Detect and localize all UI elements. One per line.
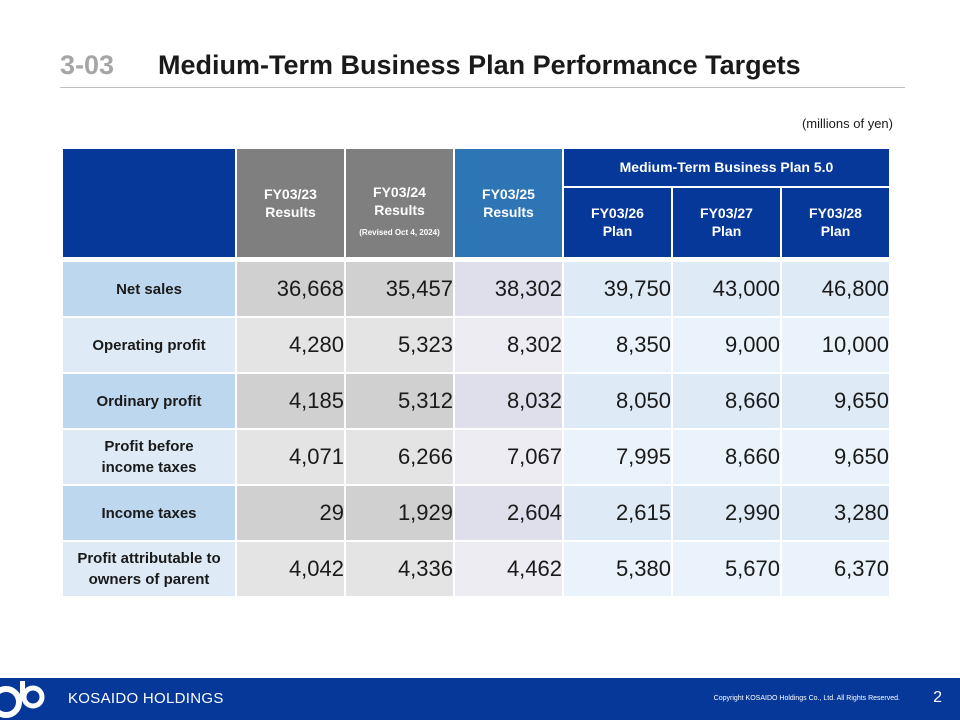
page-number: 2 [933,689,942,706]
row-label: Operating profit [63,318,235,372]
column-header-type: Plan [711,223,742,240]
table-cell: 38,302 [455,262,562,316]
column-header-year: FY03/23 [264,186,317,202]
table-cell: 8,302 [455,318,562,372]
column-header-type: Results [265,204,316,220]
column-header-type: Plan [820,223,851,240]
table-corner-cell [63,149,235,257]
table-cell: 10,000 [782,318,889,372]
table-cell: 2,615 [564,486,671,540]
row-label: Profit attributable to owners of parent [63,542,235,596]
company-name: KOSAIDO HOLDINGS [68,690,224,707]
table-cell: 4,336 [346,542,453,596]
performance-targets-table: FY03/23 Results FY03/24 Results (Revised… [61,147,891,598]
row-label-text: Income taxes [101,504,197,522]
table-cell: 4,280 [237,318,344,372]
column-header-fy0325: FY03/25 Results [455,149,562,257]
kosaido-logo-icon [0,681,45,718]
copyright-text: Copyright KOSAIDO Holdings Co., Ltd. All… [713,695,900,702]
table-cell: 8,350 [564,318,671,372]
row-label-text: owners of parent [88,571,210,588]
page-title: Medium-Term Business Plan Performance Ta… [158,50,801,80]
column-header-fy0324: FY03/24 Results (Revised Oct 4, 2024) [346,149,453,257]
column-header-year: FY03/28 [809,205,862,222]
column-header-year: FY03/27 [700,205,753,222]
table-row-operating-profit: Operating profit 4,280 5,323 8,302 8,350… [63,318,889,372]
table-cell: 9,000 [673,318,780,372]
table-cell: 36,668 [237,262,344,316]
table-cell: 4,071 [237,430,344,484]
unit-note: (millions of yen) [801,116,893,131]
footer-bar: KOSAIDO HOLDINGS Copyright KOSAIDO Holdi… [0,678,960,720]
table-cell: 6,370 [782,542,889,596]
row-label: Net sales [63,262,235,316]
table-cell: 4,185 [237,374,344,428]
table-cell: 2,604 [455,486,562,540]
table-cell: 4,042 [237,542,344,596]
row-label-text: Profit attributable to [77,550,221,567]
row-label: Income taxes [63,486,235,540]
plan-group-header: Medium-Term Business Plan 5.0 [564,149,889,186]
table-cell: 35,457 [346,262,453,316]
column-header-type: Plan [602,223,633,240]
row-label-text: Ordinary profit [96,392,202,410]
table-cell: 3,280 [782,486,889,540]
column-header-fy0328: FY03/28 Plan [782,187,889,257]
table-cell: 7,995 [564,430,671,484]
column-header-year: FY03/25 [482,186,535,202]
column-header-fy0327: FY03/27 Plan [673,187,780,257]
column-header-type: Results [374,201,425,218]
column-header-type: Results [483,204,534,220]
table-cell: 1,929 [346,486,453,540]
row-label: Ordinary profit [63,374,235,428]
table-cell: 8,032 [455,374,562,428]
table-cell: 7,067 [455,430,562,484]
row-label-text: Net sales [116,280,182,298]
table-cell: 9,650 [782,374,889,428]
table-cell: 8,660 [673,374,780,428]
table-cell: 8,050 [564,374,671,428]
revision-note: (Revised Oct 4, 2024) [359,227,440,237]
table-cell: 5,670 [673,542,780,596]
row-label-text: Profit before [104,438,194,455]
table-cell: 5,312 [346,374,453,428]
table-cell: 46,800 [782,262,889,316]
table-cell: 5,323 [346,318,453,372]
table-cell: 8,660 [673,430,780,484]
column-header-year: FY03/26 [591,205,644,222]
table-row-profit-before-income-taxes: Profit before income taxes 4,071 6,266 7… [63,430,889,484]
table-cell: 9,650 [782,430,889,484]
table-cell: 6,266 [346,430,453,484]
table-cell: 2,990 [673,486,780,540]
table-row-income-taxes: Income taxes 29 1,929 2,604 2,615 2,990 … [63,486,889,540]
row-label-text: income taxes [101,459,197,476]
column-header-fy0326: FY03/26 Plan [564,187,671,257]
section-number: 3-03 [60,50,115,80]
table-row-net-sales: Net sales 36,668 35,457 38,302 39,750 43… [63,262,889,316]
table-row-ordinary-profit: Ordinary profit 4,185 5,312 8,032 8,050 … [63,374,889,428]
row-label-text: Operating profit [92,336,206,354]
title-row: 3-03 Medium-Term Business Plan Performan… [60,48,905,88]
table-cell: 5,380 [564,542,671,596]
column-header-fy0323: FY03/23 Results [237,149,344,257]
table-cell: 4,462 [455,542,562,596]
table-cell: 39,750 [564,262,671,316]
table-row-profit-attributable: Profit attributable to owners of parent … [63,542,889,596]
row-label: Profit before income taxes [63,430,235,484]
table-cell: 43,000 [673,262,780,316]
column-header-year: FY03/24 [373,183,426,200]
table-cell: 29 [237,486,344,540]
